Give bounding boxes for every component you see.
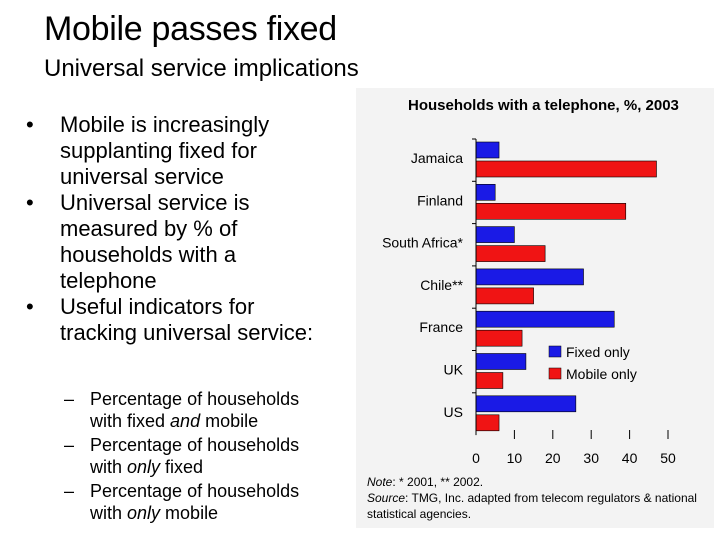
sub-bullet-marker: – (64, 435, 75, 455)
sub-bullet-item: – Percentage of households with only mob… (64, 480, 334, 524)
x-tick-label: 40 (622, 450, 638, 466)
category-label: US (444, 404, 463, 420)
slide-subtitle: Universal service implications (44, 55, 359, 82)
sub-bullet-prefix: Percentage of households with (90, 481, 300, 523)
bullet-text: Useful indicators for tracking universal… (60, 294, 314, 345)
bullet-marker: • (26, 294, 34, 319)
bar-mobile-only (475, 160, 657, 178)
sub-bullet-marker: – (64, 481, 75, 501)
legend-label: Mobile only (566, 366, 637, 382)
x-tick-label: 30 (583, 450, 599, 466)
bullet-item: • Universal service is measured by % of … (26, 190, 326, 294)
bar-fixed-only (475, 268, 584, 286)
bar-mobile-only (475, 245, 546, 262)
bullet-marker: • (26, 112, 34, 137)
bar-fixed-only (475, 310, 615, 328)
sub-bullet-prefix: Percentage of households with (90, 435, 300, 477)
sub-bullet-suffix: fixed (160, 457, 204, 477)
category-label: UK (444, 362, 464, 378)
bar-fixed-only (475, 395, 577, 413)
source-label: Source (367, 491, 406, 505)
bullet-text: Universal service is measured by % of ho… (60, 190, 250, 293)
bar-mobile-only (475, 372, 504, 389)
bar-fixed-only (475, 226, 515, 243)
bar-mobile-only (475, 329, 523, 347)
sub-bullet-emphasis: only (127, 457, 161, 477)
sub-bullet-item: – Percentage of households with only fix… (64, 434, 334, 478)
bullet-item: • Useful indicators for tracking univers… (26, 294, 326, 346)
category-label: Chile** (420, 277, 463, 293)
bullet-list: • Mobile is increasingly supplanting fix… (26, 112, 326, 346)
x-tick-label: 0 (472, 450, 480, 466)
bar-fixed-only (475, 184, 496, 201)
bullet-text: Mobile is increasingly supplanting fixed… (60, 112, 270, 189)
source-text: : TMG, Inc. adapted from telecom regulat… (367, 491, 697, 521)
category-label: France (419, 319, 463, 335)
bullet-item: • Mobile is increasingly supplanting fix… (26, 112, 326, 190)
bar-mobile-only (475, 414, 500, 432)
note-text: : * 2001, ** 2002. (392, 475, 484, 489)
legend-swatch-fixed (548, 345, 562, 358)
bar-fixed-only (475, 141, 500, 159)
category-label: Finland (417, 192, 463, 208)
legend-label: Fixed only (566, 344, 630, 360)
chart-title: Households with a telephone, %, 2003 (408, 97, 679, 114)
legend-swatch-mobile (548, 367, 562, 380)
x-tick-label: 10 (507, 450, 523, 466)
sub-bullet-list: – Percentage of households with fixed an… (64, 388, 334, 526)
sub-bullet-prefix: Percentage of households with fixed (90, 389, 300, 431)
bar-mobile-only (475, 203, 627, 220)
note-label: Note (367, 475, 393, 489)
sub-bullet-suffix: mobile (160, 503, 219, 523)
sub-bullet-emphasis: and (170, 411, 201, 431)
category-label: Jamaica (411, 150, 463, 166)
chart-footnote: Note: * 2001, ** 2002. Source: TMG, Inc.… (367, 474, 712, 522)
bar-fixed-only (475, 353, 527, 370)
bar-mobile-only (475, 287, 534, 305)
x-tick-label: 50 (660, 450, 676, 466)
x-tick-label: 20 (545, 450, 561, 466)
category-label: South Africa* (382, 235, 463, 251)
sub-bullet-item: – Percentage of households with fixed an… (64, 388, 334, 432)
bullet-marker: • (26, 190, 34, 215)
slide-title: Mobile passes fixed (44, 10, 337, 48)
sub-bullet-suffix: mobile (200, 411, 259, 431)
sub-bullet-emphasis: only (127, 503, 161, 523)
sub-bullet-marker: – (64, 389, 75, 409)
